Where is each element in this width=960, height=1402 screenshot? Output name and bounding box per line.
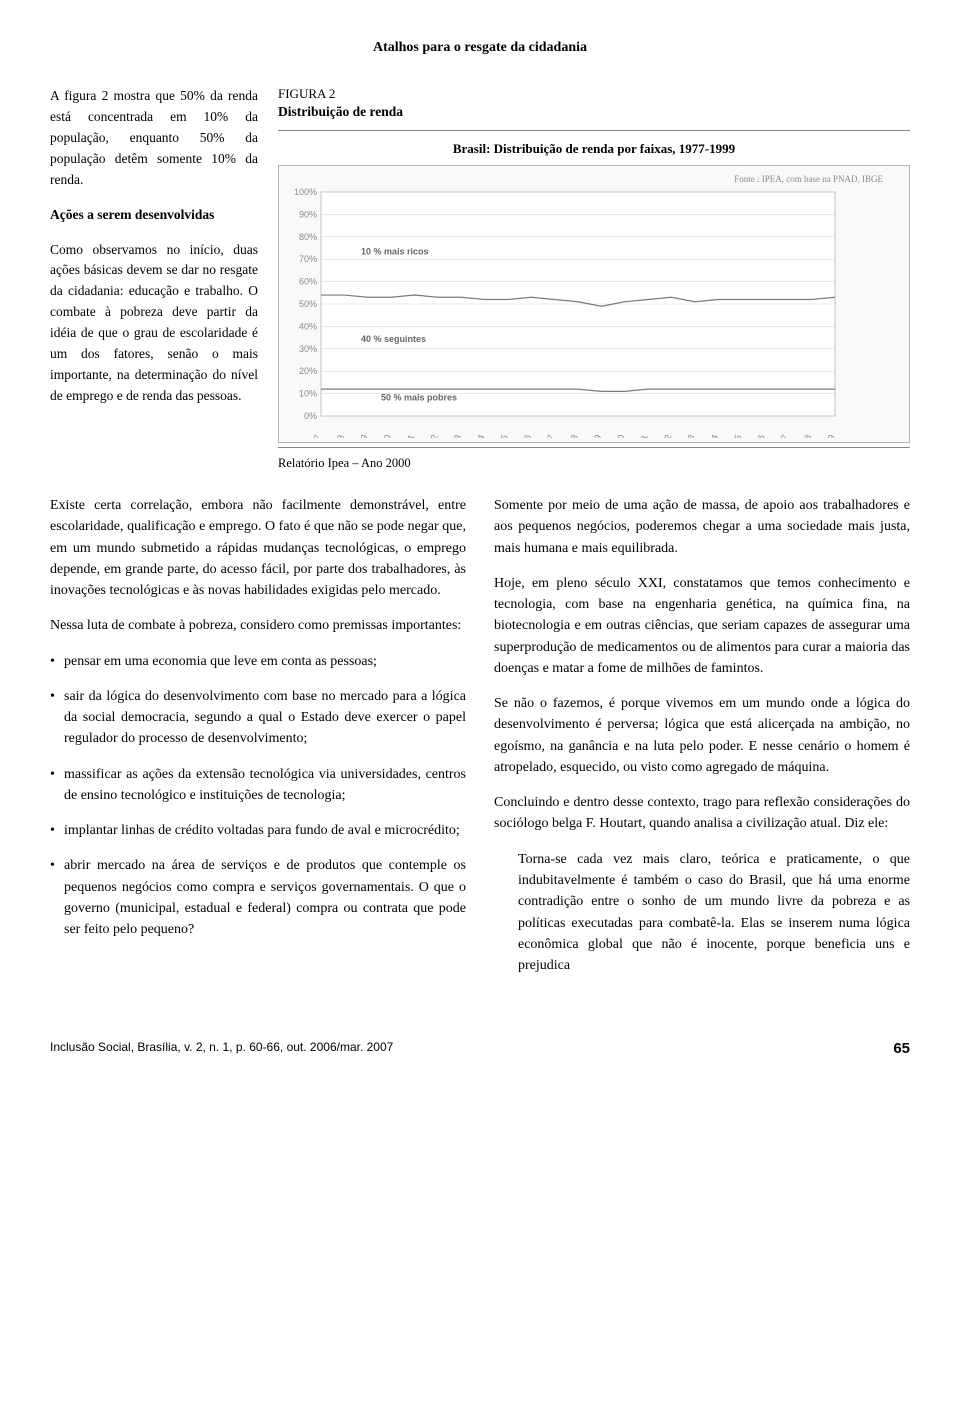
bullet-dot-icon: •: [50, 686, 64, 750]
svg-text:1999: 1999: [821, 433, 837, 438]
running-head: Atalhos para o resgate da cidadania: [50, 40, 910, 56]
chart-box: Fonte : IPEA, com base na PNAD, IBGE 0% 1…: [278, 165, 910, 443]
chart-caption: Relatório Ipea – Ano 2000: [278, 456, 910, 471]
chart-source: Fonte : IPEA, com base na PNAD, IBGE: [283, 174, 889, 184]
bullet-item: •abrir mercado na área de serviços e de …: [50, 855, 466, 940]
svg-text:0%: 0%: [304, 411, 317, 421]
svg-text:1978: 1978: [330, 433, 346, 438]
para-seculo-xxi: Hoje, em pleno século XXI, constatamos q…: [494, 573, 910, 679]
bullet-text: implantar linhas de crédito voltadas par…: [64, 820, 466, 841]
para-intro-2: Como observamos no início, duas ações bá…: [50, 240, 258, 407]
svg-text:1996: 1996: [751, 433, 767, 438]
bullet-dot-icon: •: [50, 651, 64, 672]
para-houtart-intro: Concluindo e dentro desse contexto, trag…: [494, 792, 910, 835]
bullet-text: abrir mercado na área de serviços e de p…: [64, 855, 466, 940]
svg-text:1984: 1984: [470, 433, 486, 438]
svg-text:1991: 1991: [634, 433, 650, 438]
bullet-text: pensar em uma economia que leve em conta…: [64, 651, 466, 672]
svg-text:70%: 70%: [299, 254, 317, 264]
chart-heading: Brasil: Distribuição de renda por faixas…: [278, 141, 910, 157]
figure-column: FIGURA 2 Distribuição de renda Brasil: D…: [278, 86, 910, 487]
left-narrow-column: A figura 2 mostra que 50% da renda está …: [50, 86, 258, 487]
lower-left-column: Existe certa correlação, embora não faci…: [50, 495, 466, 990]
bullet-list: •pensar em uma economia que leve em cont…: [50, 651, 466, 941]
svg-text:100%: 100%: [294, 188, 317, 197]
chart-container: Brasil: Distribuição de renda por faixas…: [278, 130, 910, 448]
upper-content: A figura 2 mostra que 50% da renda está …: [50, 86, 910, 487]
quote-houtart: Torna-se cada vez mais claro, teórica e …: [518, 849, 910, 977]
lower-two-column: Existe certa correlação, embora não faci…: [50, 495, 910, 990]
para-correlacao: Existe certa correlação, embora não faci…: [50, 495, 466, 601]
svg-text:1998: 1998: [797, 433, 813, 438]
svg-text:50 % mais pobres: 50 % mais pobres: [381, 392, 457, 402]
svg-text:10 % mais ricos: 10 % mais ricos: [361, 247, 429, 257]
subheading-acoes: Ações a serem desenvolvidas: [50, 205, 258, 226]
svg-text:20%: 20%: [299, 366, 317, 376]
bullet-dot-icon: •: [50, 855, 64, 940]
para-intro-1: A figura 2 mostra que 50% da renda está …: [50, 86, 258, 191]
para-logica-perversa: Se não o fazemos, é porque vivemos em um…: [494, 693, 910, 778]
page-number: 65: [893, 1040, 910, 1057]
svg-text:80%: 80%: [299, 232, 317, 242]
bullet-text: massificar as ações da extensão tecnológ…: [64, 764, 466, 807]
svg-text:10%: 10%: [299, 389, 317, 399]
svg-text:1980: 1980: [377, 433, 393, 438]
para-acao-massa: Somente por meio de uma ação de massa, d…: [494, 495, 910, 559]
figure-title: Distribuição de renda: [278, 104, 910, 120]
svg-text:1979: 1979: [353, 433, 369, 438]
svg-text:1983: 1983: [447, 433, 463, 438]
svg-text:30%: 30%: [299, 344, 317, 354]
svg-text:1995: 1995: [727, 433, 743, 438]
footer-citation: Inclusão Social, Brasília, v. 2, n. 1, p…: [50, 1040, 393, 1057]
svg-text:1988: 1988: [564, 433, 580, 438]
svg-text:50%: 50%: [299, 299, 317, 309]
para-premissas-intro: Nessa luta de combate à pobreza, conside…: [50, 615, 466, 636]
bullet-item: •sair da lógica do desenvolvimento com b…: [50, 686, 466, 750]
svg-text:1994: 1994: [704, 433, 720, 438]
svg-text:1977: 1977: [307, 433, 323, 438]
svg-text:40 % seguintes: 40 % seguintes: [361, 334, 426, 344]
bullet-dot-icon: •: [50, 764, 64, 807]
svg-text:1987: 1987: [540, 433, 556, 438]
income-distribution-chart: 0% 10% 20% 30% 40% 50% 60% 70% 80% 90% 100% 1977 197…: [283, 188, 843, 438]
svg-text:1985: 1985: [494, 433, 510, 438]
svg-text:1986: 1986: [517, 433, 533, 438]
svg-text:1990: 1990: [610, 433, 626, 438]
page-footer: Inclusão Social, Brasília, v. 2, n. 1, p…: [50, 1040, 910, 1057]
svg-text:1992: 1992: [657, 433, 673, 438]
svg-text:1993: 1993: [680, 433, 696, 438]
svg-text:1997: 1997: [774, 433, 790, 438]
bullet-item: •massificar as ações da extensão tecnoló…: [50, 764, 466, 807]
bullet-item: •pensar em uma economia que leve em cont…: [50, 651, 466, 672]
svg-text:1982: 1982: [423, 433, 439, 438]
svg-text:1981: 1981: [400, 433, 416, 438]
lower-right-column: Somente por meio de uma ação de massa, d…: [494, 495, 910, 990]
svg-text:1989: 1989: [587, 433, 603, 438]
bullet-item: •implantar linhas de crédito voltadas pa…: [50, 820, 466, 841]
bullet-text: sair da lógica do desenvolvimento com ba…: [64, 686, 466, 750]
figure-label: FIGURA 2: [278, 86, 910, 102]
svg-text:90%: 90%: [299, 209, 317, 219]
svg-text:60%: 60%: [299, 277, 317, 287]
svg-text:40%: 40%: [299, 321, 317, 331]
bullet-dot-icon: •: [50, 820, 64, 841]
